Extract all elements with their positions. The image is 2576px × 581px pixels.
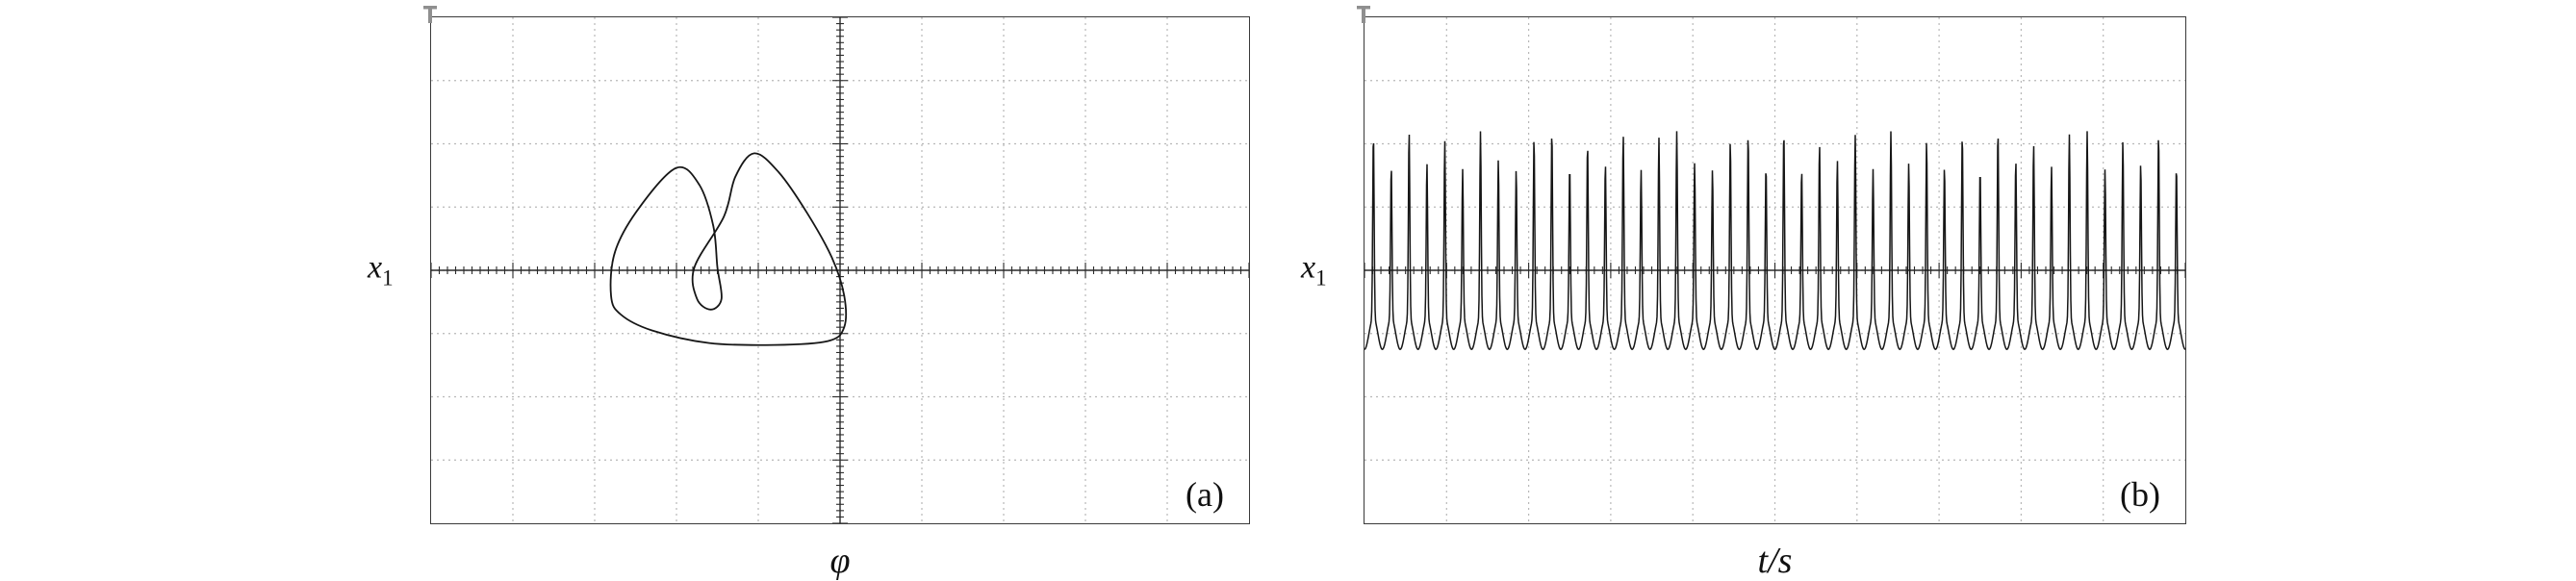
trigger-marker-icon — [422, 5, 440, 25]
y-axis-label-a: x1 — [368, 249, 394, 290]
phase-portrait-canvas — [431, 17, 1249, 523]
x-axis-label-a: φ — [829, 541, 851, 581]
panel-label-b: (b) — [2120, 475, 2160, 514]
y-axis-label-sub: 1 — [1315, 265, 1327, 290]
panel-b: x1 t/s (b) — [1301, 6, 2186, 579]
time-series-canvas — [1365, 17, 2185, 523]
y-axis-label-base: x — [1301, 249, 1316, 286]
panel-a: x1 φ (a) — [368, 6, 1250, 579]
y-axis-label-sub: 1 — [382, 265, 394, 290]
x-axis-label-b: t/s — [1757, 541, 1793, 581]
trigger-marker-icon — [1356, 5, 1373, 25]
y-axis-label-base: x — [368, 249, 383, 286]
y-axis-label-b: x1 — [1301, 249, 1327, 290]
panel-label-a: (a) — [1186, 475, 1224, 514]
